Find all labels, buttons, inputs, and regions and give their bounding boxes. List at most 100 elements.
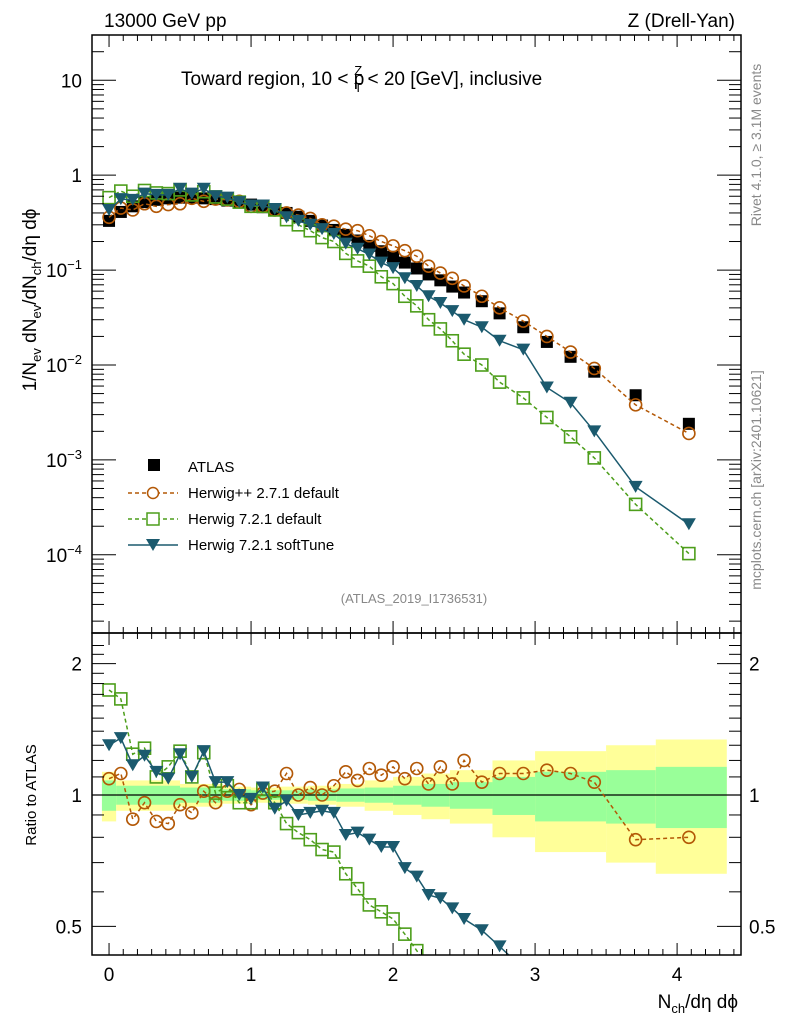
data-point [114,205,127,218]
data-point [587,775,602,789]
data-point [386,262,401,275]
band-inner [655,766,727,829]
data-point [474,321,489,334]
data-point [563,396,578,409]
data-point [540,999,554,1011]
data-point [362,898,377,912]
ratio-y-tick-label-right: 0.5 [749,917,775,938]
data-point [445,271,460,286]
data-point [184,187,199,200]
data-point [409,299,424,313]
data-point [682,830,696,845]
top-left-label: 13000 GeV pp [104,11,227,32]
data-point [398,256,411,269]
y-tick-label: 10−3 [46,447,82,472]
data-point [232,788,247,801]
data-point [433,297,448,310]
data-point [588,365,601,378]
x-axis-label: Nch/dη dϕ [658,992,738,1016]
data-point [267,203,282,216]
data-point [682,426,696,441]
data-point [338,828,353,841]
data-point [398,927,412,941]
legend-entry-herwig7-default: Herwig 7.2.1 default [128,511,322,528]
data-point [291,808,306,821]
data-point [102,771,116,786]
axes: 0 1 2 3 4 10 1 10−1 10−2 10−3 10−4 2 2 1 1 0.5 0.5 [46,34,775,986]
legend: ATLAS Herwig++ 2.7.1 default Herwig 7.2.… [128,459,340,554]
data-point [628,398,643,412]
data-point [102,203,117,216]
legend-marker-herwig7-softtune [146,539,160,551]
band-inner [606,770,656,824]
y-tick-label: 1 [71,166,82,187]
legend-entry-atlas: ATLAS [148,459,234,476]
y-tick-label: 10−4 [46,542,82,567]
data-point [434,977,446,989]
data-point [398,771,412,786]
x-tick-label: 3 [530,965,541,986]
ratio-frame [91,632,742,956]
data-point [114,692,128,706]
data-point [445,333,460,348]
series-herwig-7-2-1-softtune [102,732,578,1024]
data-point [398,243,412,258]
data-point [492,766,507,781]
data-point [113,193,128,206]
data-point [220,776,235,789]
data-point [137,187,152,200]
data-point [629,389,642,402]
data-point [398,289,412,304]
y-tick-label: 10−1 [46,257,82,282]
data-point [563,766,578,781]
data-point [362,248,377,261]
data-point [540,763,554,777]
legend-label-atlas: ATLAS [188,459,234,476]
data-point [374,234,389,249]
data-point [374,905,389,919]
data-point [350,773,365,788]
data-point [338,765,353,779]
data-point [149,188,164,201]
data-point [410,262,423,275]
data-point [475,295,488,308]
data-point [125,759,140,772]
data-point [457,912,472,925]
data-point [137,795,152,810]
data-point [315,223,330,236]
data-point [362,761,377,776]
data-point [564,1017,578,1024]
data-point [255,199,270,212]
data-point [516,766,531,781]
data-point [375,245,388,258]
ratio-y-tick-label: 1 [71,786,82,807]
data-point [433,760,448,774]
data-point [516,314,531,328]
data-point [457,347,471,361]
data-point [421,889,436,902]
data-point [563,430,578,444]
data-point [397,862,412,875]
series-herwig-7-2-1-softtune [102,182,696,531]
data-point [114,766,128,781]
data-point [434,274,447,287]
data-point [587,425,602,438]
legend-entry-herwigpp: Herwig++ 2.7.1 default [128,485,340,502]
data-point [492,940,507,953]
data-point [540,329,554,344]
series-herwig-7-2-1-default [102,183,696,561]
legend-marker-atlas [148,459,160,471]
data-point [682,546,696,561]
data-point [291,825,306,840]
data-point [386,276,400,291]
data-point [421,777,436,791]
series-herwig-2-7-1-default [102,191,696,441]
mcplots-citation-label: mcplots.cern.ch [arXiv:2401.10621] [748,370,764,589]
data-point [587,361,602,376]
data-point [374,768,389,783]
data-point [492,301,507,315]
data-point [173,748,188,761]
data-point [279,794,294,807]
data-point [628,832,643,847]
